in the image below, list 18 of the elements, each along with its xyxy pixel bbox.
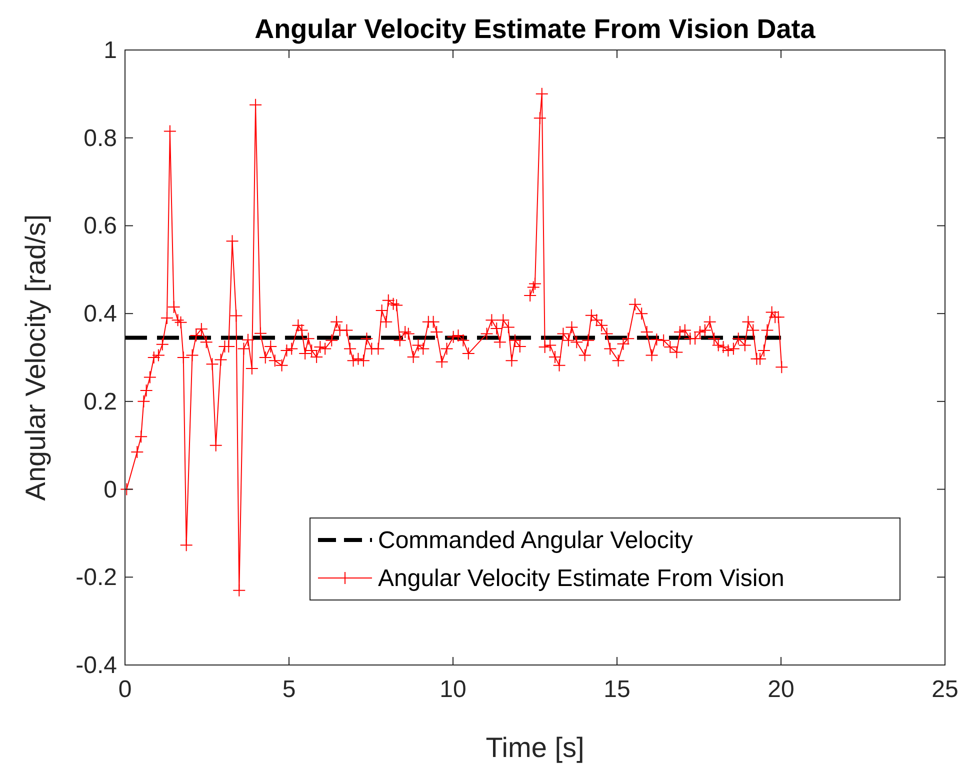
x-tick-label: 15 (604, 676, 630, 703)
legend-label: Angular Velocity Estimate From Vision (378, 565, 784, 592)
y-tick-label: -0.4 (76, 652, 117, 679)
y-tick-label: 0 (104, 476, 117, 504)
y-tick-label: 0.4 (84, 300, 117, 328)
x-axis-title: Time [s] (486, 732, 584, 763)
x-tick-label: 25 (932, 676, 958, 703)
y-tick-label: 0.6 (84, 212, 117, 240)
legend-label: Commanded Angular Velocity (378, 527, 693, 554)
x-tick-label: 20 (768, 676, 794, 703)
x-tick-label: 10 (440, 676, 466, 703)
y-tick-label: 1 (104, 37, 117, 64)
y-tick-label: 0.2 (84, 388, 117, 416)
y-tick-label: 0.8 (84, 124, 117, 152)
x-tick-label: 5 (282, 676, 296, 703)
y-axis-title: Angular Velocity [rad/s] (20, 214, 51, 501)
y-tick-label: -0.2 (76, 564, 117, 592)
chart-title: Angular Velocity Estimate From Vision Data (254, 14, 816, 44)
